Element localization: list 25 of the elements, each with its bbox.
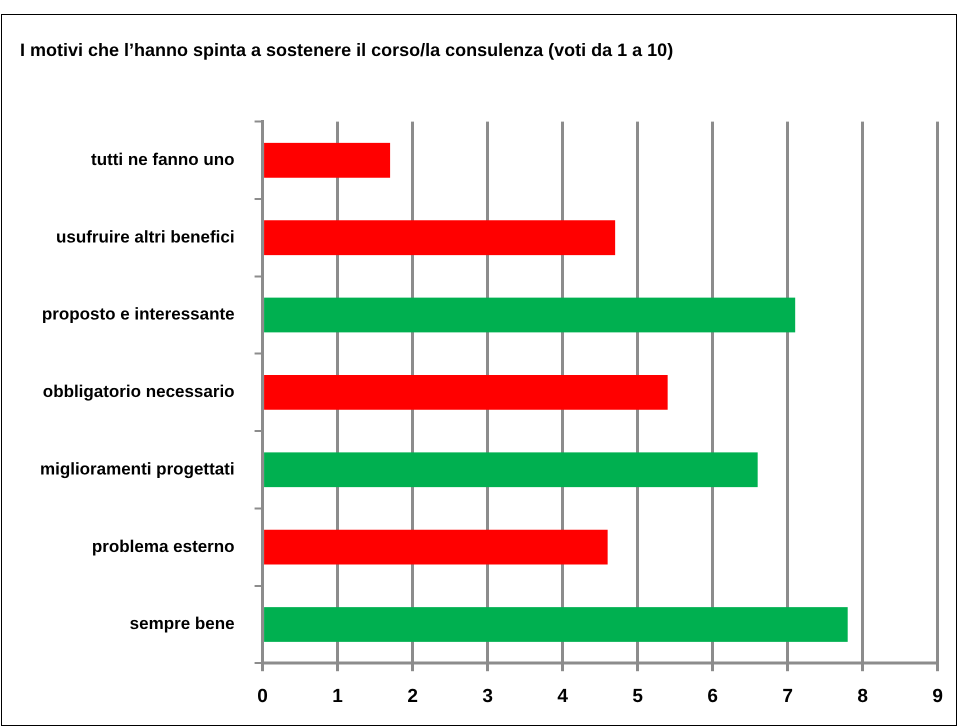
y-tick-label: usufruire altri benefici — [56, 227, 235, 246]
y-tick-label: sempre bene — [130, 614, 235, 634]
bar — [264, 142, 390, 178]
y-tick-label: obbligatorio necessario — [42, 382, 235, 402]
bar — [264, 452, 758, 488]
y-tick-label: problema esterno — [92, 536, 235, 556]
x-tick-label: 9 — [932, 686, 944, 707]
x-tick-label: 6 — [707, 686, 718, 707]
x-tick-label: 1 — [332, 686, 344, 707]
bar — [264, 607, 848, 642]
x-tick-label: 0 — [257, 686, 268, 707]
x-tick-label: 7 — [782, 686, 793, 707]
bar — [264, 374, 668, 410]
y-tick-label: tutti ne fanno uno — [91, 150, 235, 169]
y-tick-label: miglioramenti progettati — [40, 459, 235, 478]
bar — [264, 298, 796, 332]
bar — [264, 530, 608, 565]
x-tick-label: 8 — [857, 686, 868, 707]
y-tick-label: proposto e interessante — [42, 304, 235, 324]
x-tick-label: 4 — [557, 686, 568, 707]
bar — [264, 220, 616, 256]
chart-title: I motivi che l’hanno spinta a sostenere il corso/la consulenza (voti da 1 a 10) — [20, 40, 674, 60]
x-tick-label: 3 — [482, 686, 493, 707]
x-tick-label: 5 — [632, 686, 644, 707]
x-tick-label: 2 — [407, 686, 418, 707]
